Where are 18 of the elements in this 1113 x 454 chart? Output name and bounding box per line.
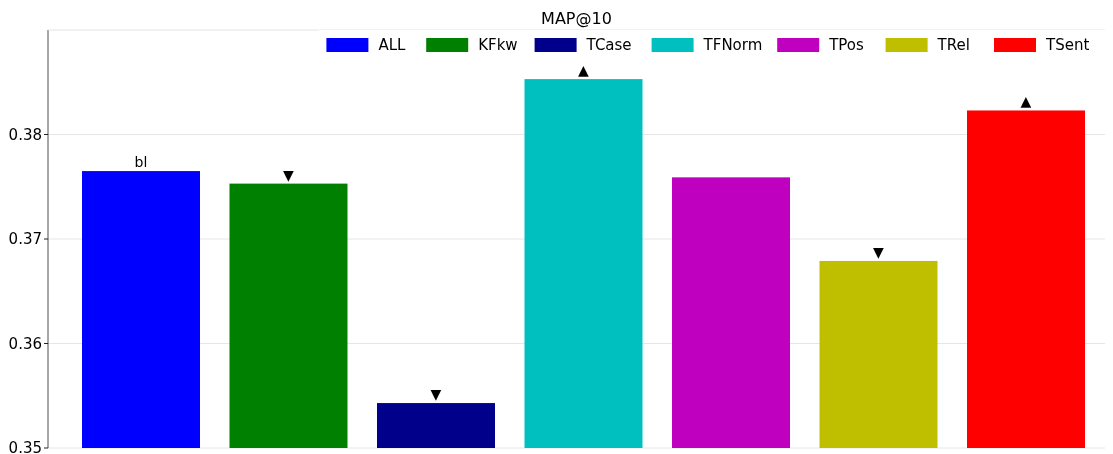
y-tick-label: 0.36 [8, 334, 42, 353]
legend-label: ALL [378, 36, 407, 55]
data-label: ▼ [430, 386, 442, 403]
legend-label: TSent [1045, 36, 1090, 55]
legend-label: TFNorm [702, 36, 763, 55]
chart-title: MAP@10 [541, 9, 612, 28]
data-label: ▲ [1020, 93, 1032, 110]
data-label: ▼ [283, 166, 295, 183]
data-label: ▼ [873, 243, 885, 260]
y-tick-label: 0.38 [8, 125, 42, 144]
legend-label: TPos [828, 36, 865, 55]
y-tick-label: 0.37 [8, 230, 42, 249]
data-label: bl [134, 154, 148, 171]
legend-label: TCase [585, 36, 632, 55]
legend-label: KFkw [478, 36, 518, 55]
y-tick-label: 0.35 [8, 439, 42, 454]
legend-label: TRel [936, 36, 970, 55]
data-label: ▲ [578, 62, 590, 79]
